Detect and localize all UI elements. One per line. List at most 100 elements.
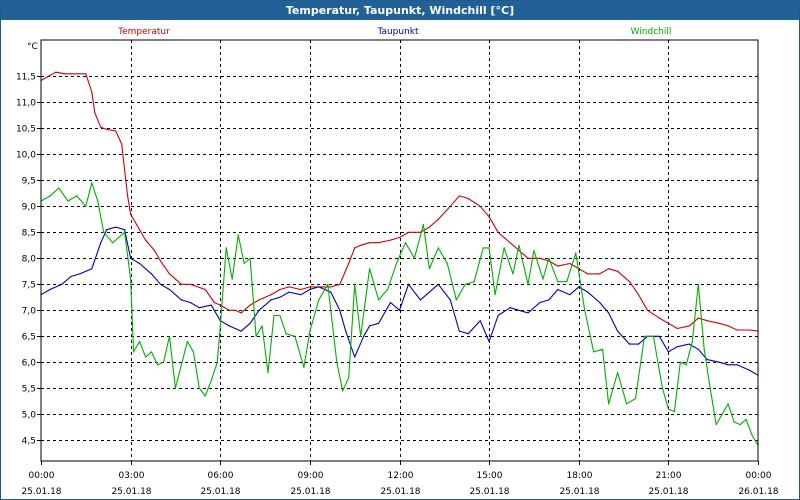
data-point-windchill xyxy=(255,335,257,337)
data-point-taupunkt xyxy=(479,320,481,322)
y-tick-label: 7,0 xyxy=(22,307,37,317)
data-point-taupunkt xyxy=(676,346,678,348)
data-point-windchill xyxy=(145,356,147,358)
data-point-windchill xyxy=(527,283,529,285)
y-tick-label: 8,5 xyxy=(22,229,36,239)
data-point-windchill xyxy=(204,395,206,397)
data-point-temperatur xyxy=(569,262,571,265)
data-point-taupunkt xyxy=(270,299,272,301)
x-tick-time-label: 09:00 xyxy=(298,471,324,481)
data-point-taupunkt xyxy=(130,257,132,259)
data-point-windchill xyxy=(428,268,430,270)
data-point-windchill xyxy=(279,314,281,317)
data-point-temperatur xyxy=(213,301,215,304)
data-point-temperatur xyxy=(637,294,640,296)
data-point-temperatur xyxy=(136,223,138,226)
data-point-windchill xyxy=(422,223,424,226)
data-point-windchill xyxy=(139,340,141,343)
data-point-taupunkt xyxy=(339,309,341,311)
data-point-taupunkt xyxy=(637,343,640,345)
data-point-windchill xyxy=(542,278,544,280)
data-point-taupunkt xyxy=(100,242,102,244)
data-point-temperatur xyxy=(727,325,729,327)
data-point-windchill xyxy=(739,424,741,426)
data-point-taupunkt xyxy=(539,301,541,304)
data-point-taupunkt xyxy=(354,356,356,358)
y-tick-label: 10,0 xyxy=(16,151,36,161)
data-point-taupunkt xyxy=(139,262,141,265)
y-tick-label: 8,0 xyxy=(22,255,37,265)
y-tick-label: 9,0 xyxy=(22,203,37,213)
data-point-taupunkt xyxy=(557,288,559,291)
data-point-windchill xyxy=(249,257,251,259)
data-point-windchill xyxy=(348,377,350,379)
data-point-windchill xyxy=(652,335,655,337)
data-point-temperatur xyxy=(587,273,589,275)
data-point-windchill xyxy=(243,262,245,265)
data-point-windchill xyxy=(691,340,693,343)
data-point-windchill xyxy=(231,278,233,280)
data-point-windchill xyxy=(309,330,311,332)
data-point-taupunkt xyxy=(180,299,182,301)
data-point-windchill xyxy=(437,247,439,249)
data-point-windchill xyxy=(518,244,520,246)
data-point-taupunkt xyxy=(578,286,580,288)
data-point-taupunkt xyxy=(61,283,63,285)
data-point-temperatur xyxy=(646,309,649,311)
data-point-taupunkt xyxy=(608,312,610,314)
data-point-taupunkt xyxy=(49,288,51,291)
data-point-windchill xyxy=(198,387,200,389)
data-point-taupunkt xyxy=(518,309,520,311)
x-tick-time-label: 18:00 xyxy=(567,471,593,481)
data-point-taupunkt xyxy=(106,229,108,231)
data-point-windchill xyxy=(216,361,218,363)
data-point-taupunkt xyxy=(318,286,320,288)
data-point-windchill xyxy=(97,200,99,202)
data-point-taupunkt xyxy=(240,330,242,332)
x-tick-date-label: 25.01.18 xyxy=(559,487,599,497)
data-point-windchill xyxy=(162,361,165,363)
series-points-temperatur xyxy=(40,71,759,332)
x-tick-time-label: 06:00 xyxy=(208,471,234,481)
data-point-windchill xyxy=(103,231,105,233)
data-point-temperatur xyxy=(330,286,332,288)
data-point-windchill xyxy=(503,247,505,249)
y-tick-label: 11,5 xyxy=(16,73,36,83)
data-point-windchill xyxy=(395,262,398,265)
data-point-windchill xyxy=(273,314,275,317)
series-line-windchill xyxy=(40,182,759,446)
data-point-windchill xyxy=(548,257,550,259)
data-point-taupunkt xyxy=(497,314,499,317)
data-point-temperatur xyxy=(539,257,541,259)
data-point-temperatur xyxy=(617,270,619,272)
data-point-temperatur xyxy=(398,236,401,239)
data-point-taupunkt xyxy=(467,333,469,335)
data-point-windchill xyxy=(697,283,699,285)
data-point-windchill xyxy=(267,372,269,374)
data-point-windchill xyxy=(156,364,159,366)
data-point-temperatur xyxy=(115,130,117,132)
data-point-windchill xyxy=(494,294,496,296)
y-axis-unit-label: °C xyxy=(27,42,38,52)
x-tick-date-label: 25.01.18 xyxy=(648,487,688,497)
data-point-windchill xyxy=(751,434,753,436)
data-point-taupunkt xyxy=(407,283,410,285)
data-point-temperatur xyxy=(458,195,460,197)
data-point-taupunkt xyxy=(159,283,162,285)
data-point-temperatur xyxy=(354,247,356,249)
data-point-temperatur xyxy=(70,73,72,75)
data-point-windchill xyxy=(593,351,595,353)
series-lines xyxy=(40,71,759,446)
data-point-windchill xyxy=(118,236,120,239)
data-point-temperatur xyxy=(309,286,311,288)
data-point-windchill xyxy=(342,390,344,392)
data-point-temperatur xyxy=(189,283,191,285)
data-point-temperatur xyxy=(497,231,499,233)
data-point-windchill xyxy=(67,200,69,202)
data-point-windchill xyxy=(626,403,628,405)
data-point-windchill xyxy=(186,340,188,343)
data-point-windchill xyxy=(709,387,711,389)
x-tick-date-label: 25.01.18 xyxy=(21,487,61,497)
data-point-temperatur xyxy=(288,286,290,288)
data-point-temperatur xyxy=(145,239,147,241)
